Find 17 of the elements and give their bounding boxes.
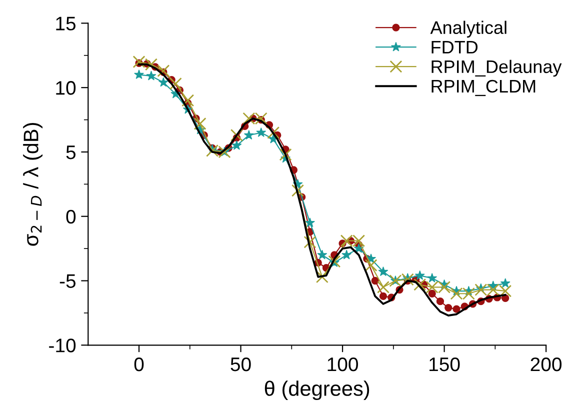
x-axis-title: θ (degrees)	[264, 380, 370, 400]
legend-label: RPIM_CLDM	[432, 80, 536, 96]
x-tick-label: 100	[328, 357, 358, 372]
y-tick-label: -10	[49, 338, 76, 352]
legend-label: RPIM_Delaunay	[432, 60, 562, 77]
x-tick-label: 50	[230, 357, 251, 372]
y-tick-label: -5	[60, 274, 76, 288]
y-axis-title: σ$_{2−D}$ / λ (dB)	[23, 122, 42, 246]
y-tick-label: 10	[56, 81, 76, 95]
legend-label: Analytical	[430, 20, 506, 38]
y-tick-label: 5	[66, 146, 76, 160]
y-tick-label: 0	[66, 210, 76, 224]
x-tick-label: 200	[530, 357, 562, 372]
y-tick-label: 15	[56, 16, 76, 30]
x-tick-label: 0	[134, 357, 144, 372]
x-tick-label: 150	[430, 357, 460, 372]
legend-label: FDTD	[432, 40, 478, 54]
